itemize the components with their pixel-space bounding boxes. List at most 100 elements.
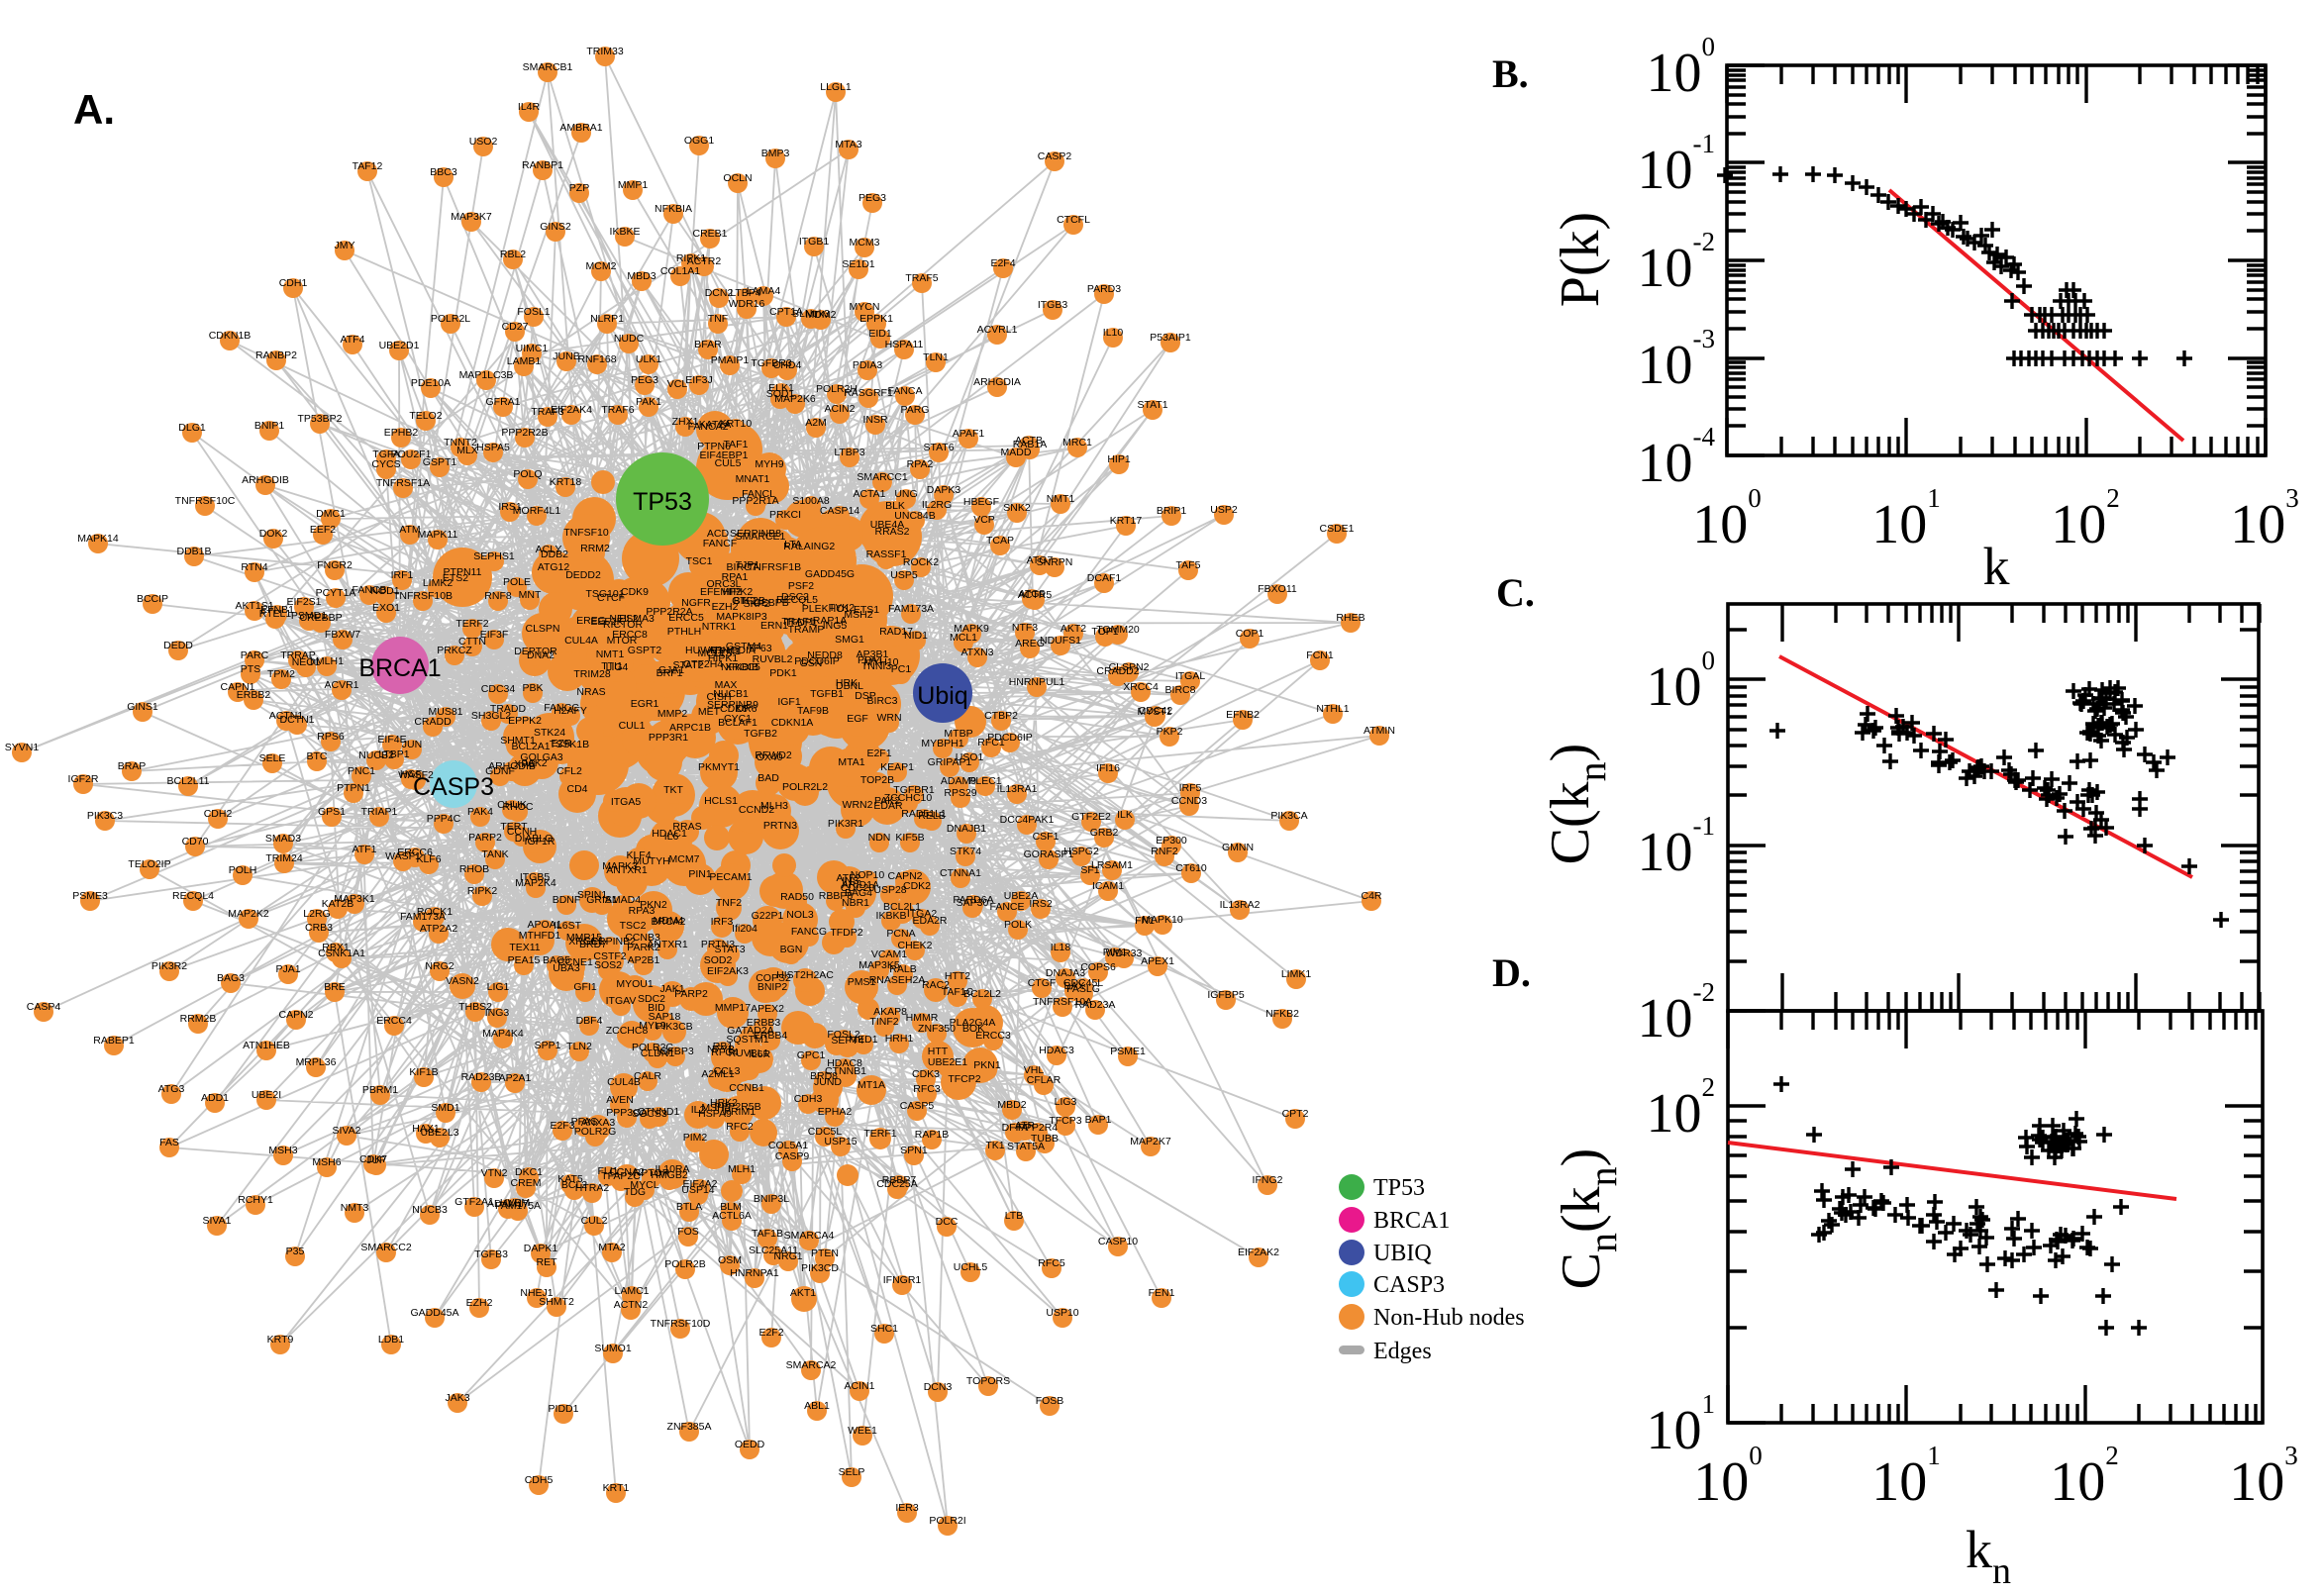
svg-text:SERPINB8: SERPINB8 bbox=[730, 528, 781, 540]
svg-text:TRADD: TRADD bbox=[490, 703, 527, 715]
svg-text:MNAT1: MNAT1 bbox=[736, 473, 770, 485]
svg-text:RASGRF1: RASGRF1 bbox=[844, 387, 893, 399]
svg-text:BBC3: BBC3 bbox=[430, 166, 457, 178]
svg-text:E2F3: E2F3 bbox=[550, 1120, 574, 1132]
svg-text:HTT2: HTT2 bbox=[945, 970, 970, 982]
svg-text:GJA1: GJA1 bbox=[658, 664, 684, 676]
svg-text:PPP2R2B: PPP2R2B bbox=[501, 427, 548, 439]
svg-text:PC1: PC1 bbox=[891, 663, 912, 675]
svg-text:C.: C. bbox=[1496, 570, 1535, 615]
svg-text:RTN4: RTN4 bbox=[241, 561, 267, 573]
svg-text:RAD50: RAD50 bbox=[780, 891, 814, 903]
svg-text:OCLN: OCLN bbox=[723, 172, 752, 184]
svg-text:RALB: RALB bbox=[889, 963, 916, 975]
svg-text:CRADD: CRADD bbox=[414, 716, 452, 728]
svg-text:ELK1: ELK1 bbox=[768, 382, 794, 394]
svg-text:DBNL: DBNL bbox=[836, 680, 863, 692]
svg-text:CUL1: CUL1 bbox=[619, 720, 646, 732]
svg-text:TSG101: TSG101 bbox=[585, 588, 624, 600]
svg-text:RAB1A: RAB1A bbox=[1013, 439, 1047, 450]
svg-text:TANK: TANK bbox=[481, 848, 508, 860]
svg-text:PCNA: PCNA bbox=[886, 928, 915, 940]
svg-text:PLA2G4A: PLA2G4A bbox=[950, 1017, 996, 1029]
svg-text:CTNNB1: CTNNB1 bbox=[825, 1065, 866, 1077]
svg-text:MLH3: MLH3 bbox=[760, 800, 788, 812]
svg-text:PPA1: PPA1 bbox=[858, 654, 883, 666]
svg-text:HVEM: HVEM bbox=[500, 1197, 530, 1209]
svg-text:NRG2: NRG2 bbox=[425, 960, 454, 972]
svg-text:DAPK3: DAPK3 bbox=[927, 484, 961, 496]
svg-text:CUL4A: CUL4A bbox=[564, 635, 598, 647]
svg-text:AP2B1: AP2B1 bbox=[628, 954, 660, 966]
svg-text:TGFBR1: TGFBR1 bbox=[893, 784, 935, 796]
svg-text:ITGAL: ITGAL bbox=[1175, 670, 1206, 682]
svg-text:IL10: IL10 bbox=[1103, 327, 1124, 339]
svg-text:SEPT4: SEPT4 bbox=[831, 1035, 863, 1047]
svg-text:NMT1: NMT1 bbox=[1047, 493, 1075, 505]
svg-text:ACTN2: ACTN2 bbox=[614, 1299, 649, 1311]
svg-text:CRB3: CRB3 bbox=[305, 922, 333, 934]
svg-text:ACTN1: ACTN1 bbox=[269, 710, 304, 722]
svg-text:FANCE: FANCE bbox=[989, 901, 1024, 913]
svg-text:MAP2K6: MAP2K6 bbox=[774, 393, 816, 405]
svg-text:EGF: EGF bbox=[847, 713, 868, 725]
svg-text:GADD45A: GADD45A bbox=[410, 1307, 458, 1319]
svg-text:RUVBL1: RUVBL1 bbox=[729, 1047, 769, 1059]
svg-text:ATF4: ATF4 bbox=[341, 334, 365, 346]
svg-text:BTC: BTC bbox=[307, 750, 328, 762]
svg-text:RBBP7: RBBP7 bbox=[882, 1174, 917, 1186]
svg-text:COL5A1: COL5A1 bbox=[768, 1140, 808, 1151]
svg-text:EEF2: EEF2 bbox=[310, 524, 336, 536]
svg-text:FAM173A: FAM173A bbox=[888, 603, 934, 615]
svg-text:NTRK1: NTRK1 bbox=[702, 621, 737, 633]
svg-text:UIMC1: UIMC1 bbox=[516, 343, 549, 354]
svg-text:CDC20: CDC20 bbox=[841, 882, 875, 894]
svg-text:WRN: WRN bbox=[876, 712, 901, 724]
svg-text:TNFRSF10D: TNFRSF10D bbox=[651, 1318, 711, 1330]
svg-text:RRM2B: RRM2B bbox=[180, 1013, 217, 1025]
svg-text:AP2A1: AP2A1 bbox=[499, 1072, 532, 1084]
svg-text:PDIA3: PDIA3 bbox=[853, 359, 883, 371]
svg-text:P53AIP1: P53AIP1 bbox=[1150, 332, 1191, 344]
svg-text:DNAJA3: DNAJA3 bbox=[1046, 967, 1085, 979]
svg-text:NMT1: NMT1 bbox=[596, 648, 625, 660]
svg-text:SEPHS1: SEPHS1 bbox=[473, 550, 515, 562]
svg-text:BFAR: BFAR bbox=[694, 339, 722, 350]
svg-text:EZH2: EZH2 bbox=[712, 601, 739, 613]
svg-text:LIG4: LIG4 bbox=[606, 661, 629, 673]
svg-text:FANCG: FANCG bbox=[791, 926, 827, 938]
svg-text:APEX2: APEX2 bbox=[751, 1003, 784, 1015]
svg-text:RAP1B: RAP1B bbox=[915, 1129, 949, 1141]
svg-text:E2F4: E2F4 bbox=[990, 257, 1015, 269]
svg-text:ANTXR1: ANTXR1 bbox=[606, 864, 648, 876]
svg-text:GATAD2A: GATAD2A bbox=[727, 1025, 773, 1037]
svg-text:THBS2: THBS2 bbox=[458, 1001, 492, 1013]
svg-text:ARHGDIA: ARHGDIA bbox=[708, 645, 756, 656]
svg-text:BAG4: BAG4 bbox=[845, 887, 872, 899]
svg-text:FEN1: FEN1 bbox=[1149, 1287, 1175, 1299]
svg-text:BIRC8: BIRC8 bbox=[1165, 684, 1196, 696]
svg-text:NID1: NID1 bbox=[904, 630, 928, 642]
svg-text:POLR2C: POLR2C bbox=[632, 1042, 673, 1053]
svg-text:CDC5L: CDC5L bbox=[808, 1126, 843, 1138]
svg-text:BMP3: BMP3 bbox=[761, 148, 790, 159]
svg-text:XRCC4: XRCC4 bbox=[1123, 681, 1159, 693]
svg-text:POLH: POLH bbox=[229, 864, 257, 876]
svg-text:OGG1: OGG1 bbox=[684, 135, 715, 147]
svg-text:HTT: HTT bbox=[928, 1046, 949, 1057]
svg-text:USP10: USP10 bbox=[1046, 1307, 1078, 1319]
svg-text:ACTA1: ACTA1 bbox=[853, 488, 885, 500]
svg-text:CASP2: CASP2 bbox=[1038, 150, 1072, 162]
svg-text:SH3GL2: SH3GL2 bbox=[471, 710, 511, 722]
svg-text:COPS6: COPS6 bbox=[1080, 961, 1116, 973]
svg-text:NDUFS1: NDUFS1 bbox=[1040, 635, 1081, 647]
svg-text:MUTYH: MUTYH bbox=[633, 855, 669, 867]
svg-text:IGF1R: IGF1R bbox=[525, 836, 556, 848]
svg-text:RFC1: RFC1 bbox=[977, 737, 1005, 748]
svg-text:ICAM1: ICAM1 bbox=[1092, 880, 1124, 892]
svg-text:TYK2: TYK2 bbox=[829, 602, 855, 614]
svg-text:HAX1: HAX1 bbox=[412, 1123, 440, 1135]
svg-text:A2ML1: A2ML1 bbox=[701, 1068, 734, 1080]
svg-text:PEA15: PEA15 bbox=[508, 954, 541, 966]
svg-text:SAP18: SAP18 bbox=[649, 1011, 681, 1023]
